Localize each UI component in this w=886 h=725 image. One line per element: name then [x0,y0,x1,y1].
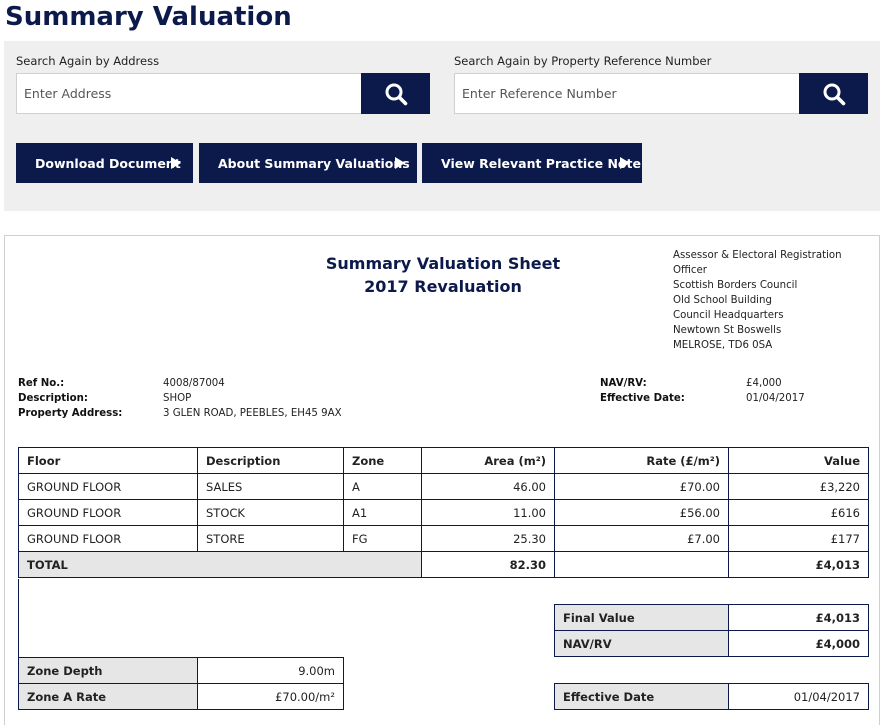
effective-date-table: Effective Date 01/04/2017 [554,683,869,710]
cell-value: £3,220 [728,473,869,500]
effective-date-summary-label: Effective Date [554,683,729,710]
zone-depth-row: Zone Depth 9.00m [18,657,344,684]
ref-search-box [454,73,868,114]
cell-value: £616 [728,499,869,526]
assessor-line: Assessor & Electoral Registration [673,250,842,261]
final-value-label: Final Value [554,604,729,631]
effective-date-summary-value: 01/04/2017 [728,683,869,710]
sheet-title: Summary Valuation Sheet 2017 Revaluation [305,252,581,298]
cell-description: SALES [197,473,344,500]
final-value-row: Final Value £4,013 [554,604,869,631]
effective-date-value: 01/04/2017 [746,393,805,404]
valuation-table: Floor Description Zone Area (m²) Rate (£… [18,447,869,578]
address-search-input[interactable] [17,74,361,113]
cell-zone: A1 [343,499,422,526]
total-value: £4,013 [728,551,869,578]
table-header-row: Floor Description Zone Area (m²) Rate (£… [18,447,869,474]
valuation-sheet: Summary Valuation Sheet 2017 Revaluation… [4,235,880,725]
view-practice-note-button[interactable]: View Relevant Practice Note [422,143,642,183]
cell-value: £177 [728,525,869,552]
effective-date-label: Effective Date: [600,393,685,404]
table-row: GROUND FLOOR STOCK A1 11.00 £56.00 £616 [18,499,869,526]
zone-a-rate-value: £70.00/m² [197,683,344,710]
play-triangle-icon [620,157,630,169]
cell-floor: GROUND FLOOR [18,499,198,526]
nav-rv-summary-label: NAV/RV [554,630,729,657]
zone-a-rate-row: Zone A Rate £70.00/m² [18,683,344,710]
assessor-line: Council Headquarters [673,310,784,321]
ref-search-input[interactable] [455,74,799,113]
ref-search-label: Search Again by Property Reference Numbe… [454,54,712,68]
final-value-amount: £4,013 [728,604,869,631]
assessor-address: Assessor & Electoral Registration Office… [673,248,842,353]
assessor-line: Scottish Borders Council [673,280,798,291]
effective-date-row: Effective Date 01/04/2017 [554,683,869,710]
cell-description: STORE [197,525,344,552]
cell-rate: £7.00 [554,525,729,552]
cell-area: 46.00 [421,473,555,500]
cell-floor: GROUND FLOOR [18,473,198,500]
table-total-row: TOTAL 82.30 £4,013 [18,551,869,578]
search-panel: Search Again by Address Search Again by … [4,41,880,211]
column-header-area: Area (m²) [421,447,555,474]
cell-zone: FG [343,525,422,552]
cell-floor: GROUND FLOOR [18,525,198,552]
view-practice-note-label: View Relevant Practice Note [441,155,641,171]
address-search-label: Search Again by Address [16,54,160,68]
assessor-line: Newtown St Boswells [673,325,782,336]
total-label: TOTAL [18,551,422,578]
ref-search-button[interactable] [799,73,868,114]
download-document-button[interactable]: Download Document [16,143,193,183]
zone-table: Zone Depth 9.00m Zone A Rate £70.00/m² [18,657,344,710]
ref-no-label: Ref No.: [18,378,65,389]
total-area: 82.30 [421,551,555,578]
page-title: Summary Valuation [5,2,292,32]
column-header-rate: Rate (£/m²) [554,447,729,474]
search-icon [823,83,845,105]
table-row: GROUND FLOOR SALES A 46.00 £70.00 £3,220 [18,473,869,500]
assessor-line: Officer [673,265,707,276]
nav-rv-value: £4,000 [746,378,782,389]
download-document-label: Download Document [35,155,181,171]
column-header-zone: Zone [343,447,422,474]
cell-zone: A [343,473,422,500]
cell-description: STOCK [197,499,344,526]
description-label: Description: [18,393,88,404]
play-triangle-icon [395,157,405,169]
cell-rate: £56.00 [554,499,729,526]
table-row: GROUND FLOOR STORE FG 25.30 £7.00 £177 [18,525,869,552]
sheet-title-line2: 2017 Revaluation [364,277,522,296]
description-value: SHOP [163,393,192,404]
zone-depth-label: Zone Depth [18,657,198,684]
assessor-line: Old School Building [673,295,772,306]
zone-a-rate-label: Zone A Rate [18,683,198,710]
nav-rv-row: NAV/RV £4,000 [554,630,869,657]
nav-rv-summary-amount: £4,000 [728,630,869,657]
final-value-table: Final Value £4,013 NAV/RV £4,000 [554,604,869,657]
ref-no-value: 4008/87004 [163,378,225,389]
column-header-description: Description [197,447,344,474]
total-rate-empty [554,551,729,578]
about-summary-valuations-button[interactable]: About Summary Valuations [199,143,417,183]
search-icon [385,83,407,105]
about-summary-valuations-label: About Summary Valuations [218,155,410,171]
table-left-border [18,579,19,658]
cell-area: 11.00 [421,499,555,526]
zone-depth-value: 9.00m [197,657,344,684]
cell-area: 25.30 [421,525,555,552]
nav-rv-label: NAV/RV: [600,378,647,389]
address-search-box [16,73,430,114]
play-triangle-icon [171,157,181,169]
cell-rate: £70.00 [554,473,729,500]
address-search-button[interactable] [361,73,430,114]
assessor-line: MELROSE, TD6 0SA [673,340,773,351]
property-address-value: 3 GLEN ROAD, PEEBLES, EH45 9AX [163,408,342,419]
sheet-title-line1: Summary Valuation Sheet [325,254,561,273]
column-header-floor: Floor [18,447,198,474]
property-address-label: Property Address: [18,408,123,419]
column-header-value: Value [728,447,869,474]
